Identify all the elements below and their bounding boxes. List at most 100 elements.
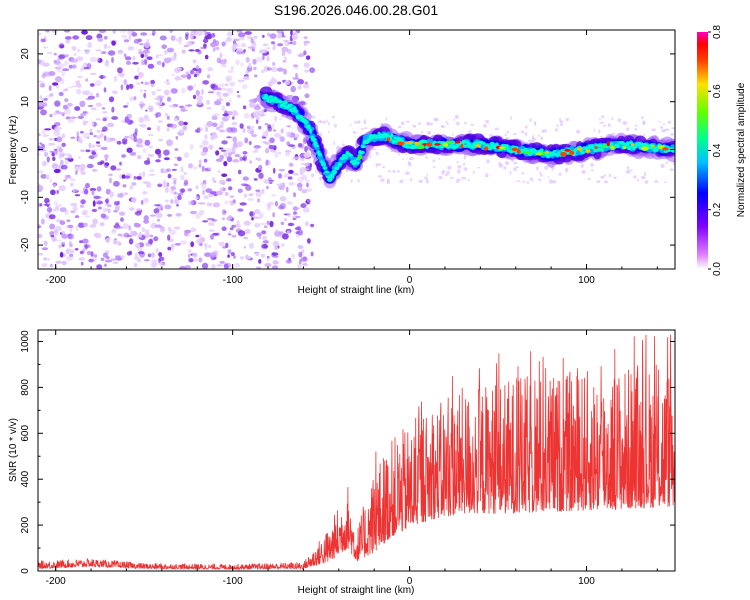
noise-blob — [111, 40, 116, 46]
noise-blob — [334, 123, 337, 128]
noise-blob — [186, 73, 192, 80]
noise-blob — [59, 252, 64, 258]
noise-blob — [53, 112, 58, 116]
noise-blob — [285, 151, 291, 157]
noise-blob — [453, 118, 455, 122]
noise-blob — [81, 64, 86, 71]
signal-hotspot — [511, 147, 518, 152]
noise-blob — [107, 204, 112, 208]
noise-blob — [229, 227, 234, 231]
noise-blob — [260, 69, 265, 74]
y-tick-label: 0 — [20, 146, 31, 152]
noise-blob — [449, 177, 454, 179]
noise-blob — [162, 184, 167, 188]
noise-blob — [78, 156, 81, 159]
noise-blob — [155, 112, 162, 118]
noise-blob — [165, 199, 169, 203]
noise-blob — [55, 239, 62, 242]
colorbar-ticks: 0.0 0.2 0.4 0.6 0.8 — [708, 25, 723, 276]
noise-blob — [150, 79, 156, 85]
noise-blob — [669, 168, 674, 172]
noise-blob — [303, 50, 307, 56]
spectrogram-x-label: Height of straight line (km) — [298, 285, 415, 296]
noise-blob — [108, 173, 113, 176]
noise-blob — [276, 67, 284, 72]
noise-blob — [76, 48, 81, 53]
noise-blob — [79, 163, 86, 170]
noise-blob — [522, 180, 526, 183]
noise-blob — [599, 121, 605, 124]
noise-blob — [43, 134, 50, 137]
noise-blob — [72, 64, 77, 69]
signal-hotspot — [577, 147, 582, 152]
noise-blob — [221, 226, 227, 231]
signal-blob — [550, 152, 555, 157]
noise-blob — [341, 143, 345, 147]
noise-blob — [215, 126, 221, 131]
noise-blob — [133, 223, 141, 228]
noise-blob — [190, 30, 197, 37]
noise-blob — [92, 222, 96, 227]
noise-blob — [312, 115, 316, 119]
noise-blob — [227, 31, 233, 37]
noise-blob — [159, 35, 167, 41]
noise-blob — [240, 62, 244, 67]
noise-blob — [230, 66, 234, 70]
noise-blob — [241, 50, 246, 55]
noise-blob — [149, 168, 155, 173]
noise-blob — [513, 161, 518, 165]
noise-blob — [279, 231, 284, 235]
noise-blob — [64, 174, 68, 181]
noise-blob — [556, 123, 559, 128]
noise-blob — [213, 180, 217, 183]
noise-blob — [93, 135, 98, 138]
noise-blob — [209, 234, 215, 240]
noise-blob — [83, 62, 87, 66]
noise-blob — [269, 181, 273, 185]
noise-blob — [142, 191, 148, 195]
noise-blob — [626, 166, 630, 170]
noise-blob — [288, 181, 295, 186]
noise-blob — [192, 59, 197, 64]
noise-blob — [113, 180, 120, 187]
noise-blob — [43, 240, 48, 246]
noise-blob — [402, 158, 405, 160]
noise-blob — [202, 30, 206, 33]
noise-blob — [147, 253, 152, 258]
noise-blob — [380, 178, 385, 182]
noise-blob — [376, 163, 382, 166]
noise-blob — [253, 66, 257, 71]
noise-blob — [158, 138, 164, 142]
noise-blob — [247, 46, 255, 49]
noise-blob — [524, 132, 528, 136]
noise-blob — [234, 154, 241, 158]
noise-blob — [142, 171, 146, 178]
noise-blob — [105, 237, 111, 243]
noise-blob — [203, 36, 210, 40]
noise-blob — [304, 93, 310, 99]
noise-blob — [173, 179, 177, 185]
noise-blob — [504, 133, 507, 137]
noise-blob — [228, 186, 233, 191]
noise-blob — [636, 179, 640, 182]
noise-blob — [59, 220, 66, 225]
noise-blob — [65, 248, 71, 255]
noise-blob — [255, 252, 259, 257]
noise-blob — [470, 123, 475, 126]
noise-blob — [611, 132, 616, 135]
noise-blob — [170, 35, 176, 41]
noise-blob — [278, 173, 282, 179]
noise-blob — [205, 126, 208, 133]
noise-blob — [265, 130, 269, 137]
noise-blob — [85, 182, 90, 189]
noise-blob — [87, 95, 95, 100]
noise-blob — [322, 120, 327, 124]
noise-blob — [251, 126, 255, 129]
noise-blob — [93, 254, 98, 258]
noise-blob — [364, 127, 368, 129]
noise-blob — [269, 137, 275, 144]
noise-blob — [558, 172, 562, 176]
noise-blob — [297, 245, 304, 250]
signal-hotspot — [585, 149, 591, 153]
noise-blob — [654, 180, 659, 183]
